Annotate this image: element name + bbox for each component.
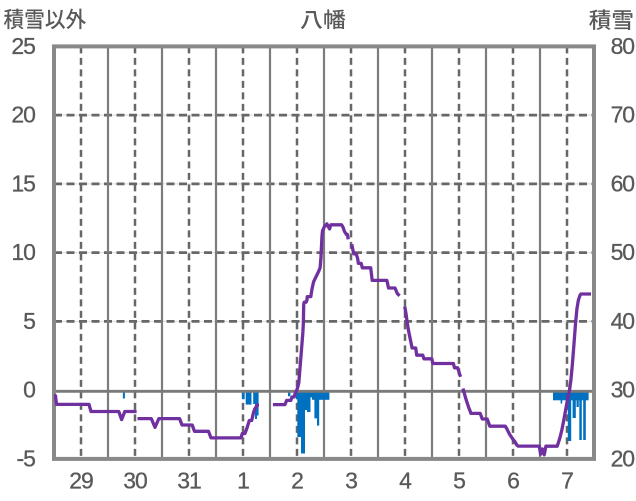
svg-text:25: 25 [11, 33, 35, 59]
svg-text:31: 31 [177, 467, 201, 493]
svg-text:30: 30 [611, 377, 635, 403]
svg-text:70: 70 [611, 102, 635, 128]
svg-text:40: 40 [611, 308, 635, 334]
svg-text:30: 30 [123, 467, 147, 493]
svg-text:29: 29 [69, 467, 93, 493]
svg-text:-5: -5 [17, 445, 36, 471]
svg-text:1: 1 [237, 467, 249, 493]
svg-text:20: 20 [611, 445, 635, 471]
svg-text:7: 7 [561, 467, 573, 493]
svg-text:15: 15 [11, 170, 35, 196]
svg-text:80: 80 [611, 33, 635, 59]
svg-text:10: 10 [11, 239, 35, 265]
svg-text:6: 6 [507, 467, 519, 493]
svg-text:60: 60 [611, 170, 635, 196]
svg-text:5: 5 [453, 467, 465, 493]
svg-text:2: 2 [291, 467, 303, 493]
svg-text:0: 0 [23, 377, 35, 403]
svg-text:5: 5 [23, 308, 35, 334]
svg-text:3: 3 [345, 467, 357, 493]
svg-text:4: 4 [399, 467, 412, 493]
svg-text:20: 20 [11, 102, 35, 128]
svg-text:50: 50 [611, 239, 635, 265]
